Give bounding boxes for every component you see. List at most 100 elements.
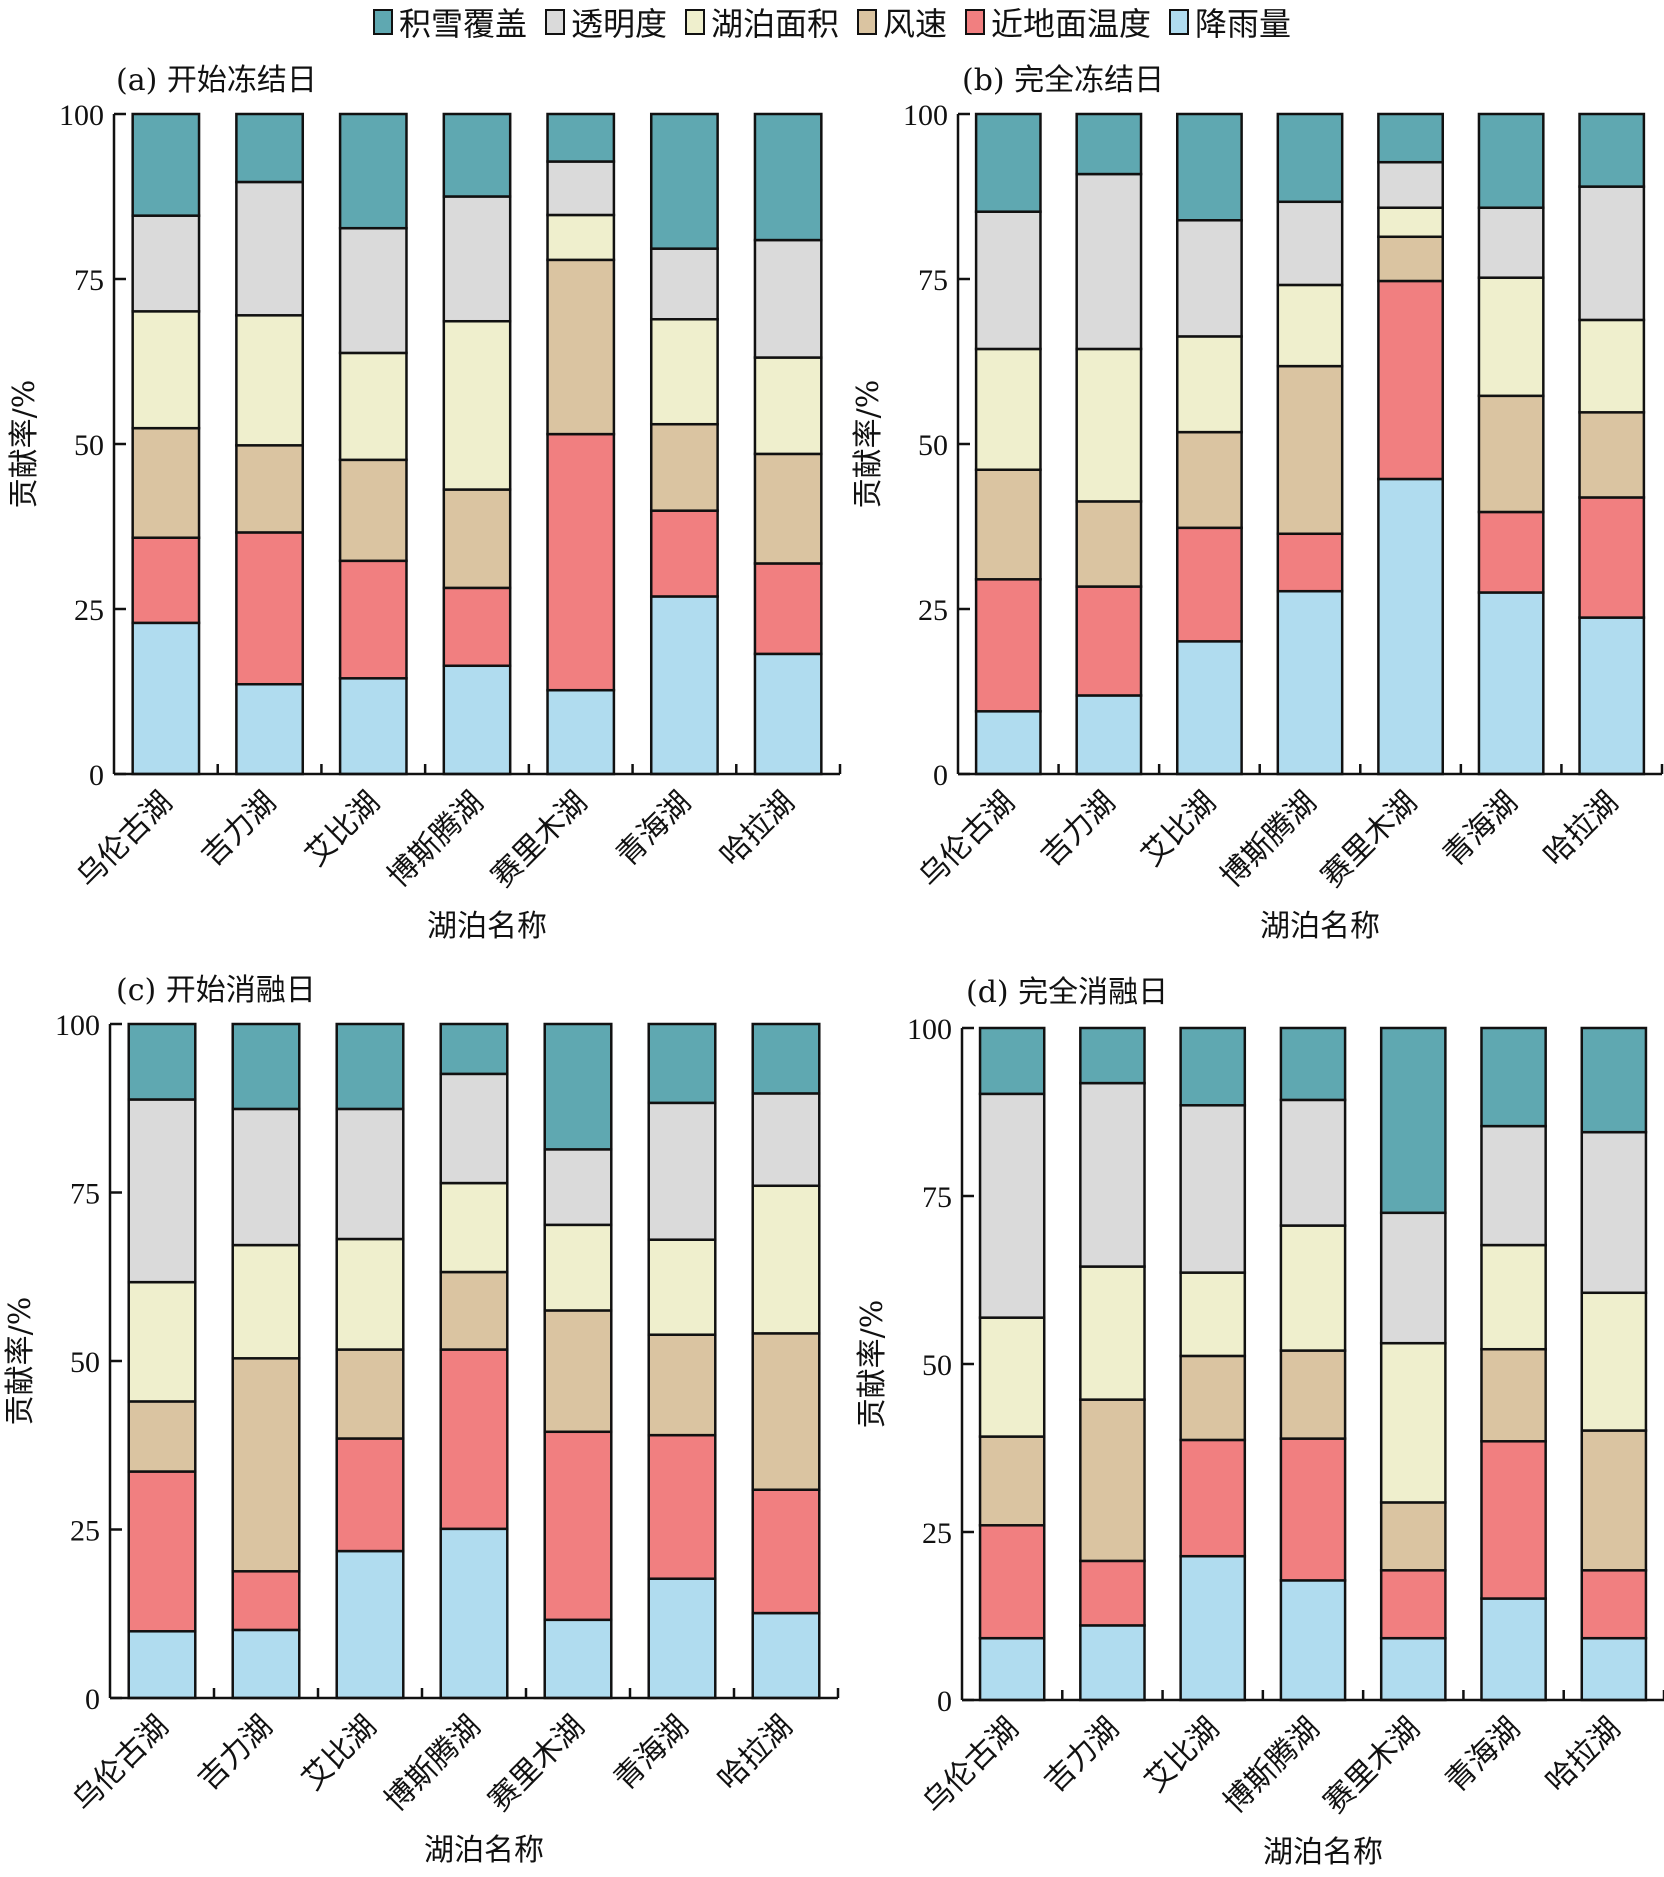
bar-segment-surface-temperature <box>546 432 616 692</box>
legend-item-snow-cover: 积雪覆盖 <box>372 0 527 45</box>
bar-segment-rainfall <box>978 1636 1046 1702</box>
stacked-bar <box>1377 112 1445 776</box>
bar-segment-wind-speed <box>647 1333 717 1437</box>
bar-segment-lake-area <box>439 1181 509 1274</box>
x-axis-title: 湖泊名称 <box>1263 1835 1383 1870</box>
x-tick-label: 青海湖 <box>1439 1711 1527 1799</box>
bar-segment-lake-area <box>1580 1291 1648 1432</box>
bar-segment-surface-temperature <box>127 1470 197 1633</box>
bar-segment-lake-area <box>231 1243 301 1360</box>
bar-segment-surface-temperature <box>335 1437 405 1553</box>
bar-segment-snow-cover <box>1377 112 1445 164</box>
bar-segment-surface-temperature <box>439 1348 509 1531</box>
x-tick-label: 赛里木湖 <box>485 785 595 895</box>
bar-segment-wind-speed <box>439 1270 509 1351</box>
bar-segment-snow-cover <box>1179 1026 1247 1107</box>
bar-segment-snow-cover <box>442 112 512 198</box>
stacked-bar <box>1580 1026 1648 1702</box>
bar-segment-wind-speed <box>649 422 719 512</box>
bar-segment-snow-cover <box>1175 112 1243 222</box>
panel-title: (a) 开始冻结日 <box>116 63 317 98</box>
bar-segment-snow-cover <box>647 1022 717 1105</box>
bar-segment-transparency <box>1477 206 1545 279</box>
y-tick-label: 50 <box>74 429 104 462</box>
bar-segment-surface-temperature <box>235 531 305 686</box>
bar-segment-rainfall <box>442 664 512 776</box>
stacked-bar <box>1379 1026 1447 1702</box>
bar-segment-surface-temperature <box>338 559 408 680</box>
stacked-bar <box>647 1022 717 1700</box>
bar-segment-rainfall <box>335 1549 405 1700</box>
bar-segment-surface-temperature <box>1075 585 1143 697</box>
bar-segment-transparency <box>649 247 719 321</box>
y-axis-title: 贡献率/% <box>3 1297 38 1426</box>
legend-item-wind-speed: 风速 <box>857 0 947 45</box>
bar-segment-surface-temperature <box>1379 1569 1447 1640</box>
y-tick-label: 75 <box>74 264 104 297</box>
x-tick-label: 吉力湖 <box>1034 785 1122 873</box>
legend-swatch <box>684 9 705 35</box>
bar-segment-snow-cover <box>127 1022 197 1101</box>
bar-segment-transparency <box>546 160 616 217</box>
bar-segment-surface-temperature <box>1480 1440 1547 1600</box>
bar-segment-snow-cover <box>235 112 305 184</box>
y-tick-label: 100 <box>903 99 948 132</box>
bar-segment-wind-speed <box>127 1400 197 1473</box>
bar-segment-wind-speed <box>543 1309 613 1434</box>
x-tick-label: 乌伦古湖 <box>916 1711 1026 1821</box>
bar-segment-surface-temperature <box>1578 496 1646 619</box>
bar-segment-rainfall <box>235 682 305 776</box>
y-axis-title: 贡献率/% <box>7 380 42 509</box>
bar-segment-rainfall <box>1379 1636 1447 1702</box>
y-tick-label: 50 <box>918 429 948 462</box>
bar-segment-wind-speed <box>1580 1429 1648 1572</box>
bar-segment-wind-speed <box>235 444 305 534</box>
bar-segment-rainfall <box>439 1527 509 1700</box>
bar-segment-rainfall <box>231 1628 301 1700</box>
stacked-bar <box>543 1022 613 1700</box>
bar-segment-wind-speed <box>974 468 1042 581</box>
bar-segment-rainfall <box>546 688 616 776</box>
bar-segment-rainfall <box>1179 1554 1247 1702</box>
bar-segment-rainfall <box>131 621 201 776</box>
stacked-bar <box>1179 1026 1247 1702</box>
bar-segment-surface-temperature <box>1175 526 1243 643</box>
bar-segment-surface-temperature <box>1276 532 1344 593</box>
bar-segment-snow-cover <box>1276 112 1344 204</box>
bar-segment-surface-temperature <box>1079 1559 1146 1627</box>
bar-segment-lake-area <box>543 1223 613 1312</box>
bar-segment-lake-area <box>335 1237 405 1351</box>
x-tick-label: 乌伦古湖 <box>912 785 1022 895</box>
bar-segment-rainfall <box>1279 1579 1347 1702</box>
bar-segment-wind-speed <box>1079 1398 1146 1563</box>
bar-segment-lake-area <box>1175 335 1243 434</box>
x-tick-label: 青海湖 <box>1436 785 1524 873</box>
bar-segment-wind-speed <box>1075 500 1143 588</box>
bar-segment-rainfall <box>649 595 719 776</box>
bar-segment-lake-area <box>1377 206 1445 239</box>
bar-segment-wind-speed <box>751 1332 821 1491</box>
x-tick-label: 哈拉湖 <box>713 785 801 873</box>
stacked-bar <box>1276 112 1344 776</box>
y-tick-label: 100 <box>55 1009 100 1042</box>
bar-segment-snow-cover <box>1480 1026 1547 1128</box>
bar-segment-rainfall <box>751 1611 821 1700</box>
bar-segment-transparency <box>978 1092 1046 1319</box>
bar-segment-transparency <box>974 210 1042 351</box>
bar-segment-wind-speed <box>978 1435 1046 1527</box>
bar-segment-transparency <box>1276 200 1344 287</box>
x-axis-title: 湖泊名称 <box>424 1833 544 1868</box>
bar-segment-snow-cover <box>751 1022 821 1095</box>
bar-segment-transparency <box>1377 160 1445 209</box>
stacked-bar <box>442 112 512 776</box>
y-tick-label: 0 <box>937 1685 952 1718</box>
y-tick-label: 25 <box>74 594 104 627</box>
bar-segment-surface-temperature <box>1477 510 1545 594</box>
stacked-bar <box>1480 1026 1547 1702</box>
bar-segment-wind-speed <box>546 258 616 436</box>
x-tick-label: 赛里木湖 <box>1317 1711 1427 1821</box>
stacked-bar <box>338 112 408 776</box>
bar-segment-rainfall <box>1480 1597 1547 1702</box>
